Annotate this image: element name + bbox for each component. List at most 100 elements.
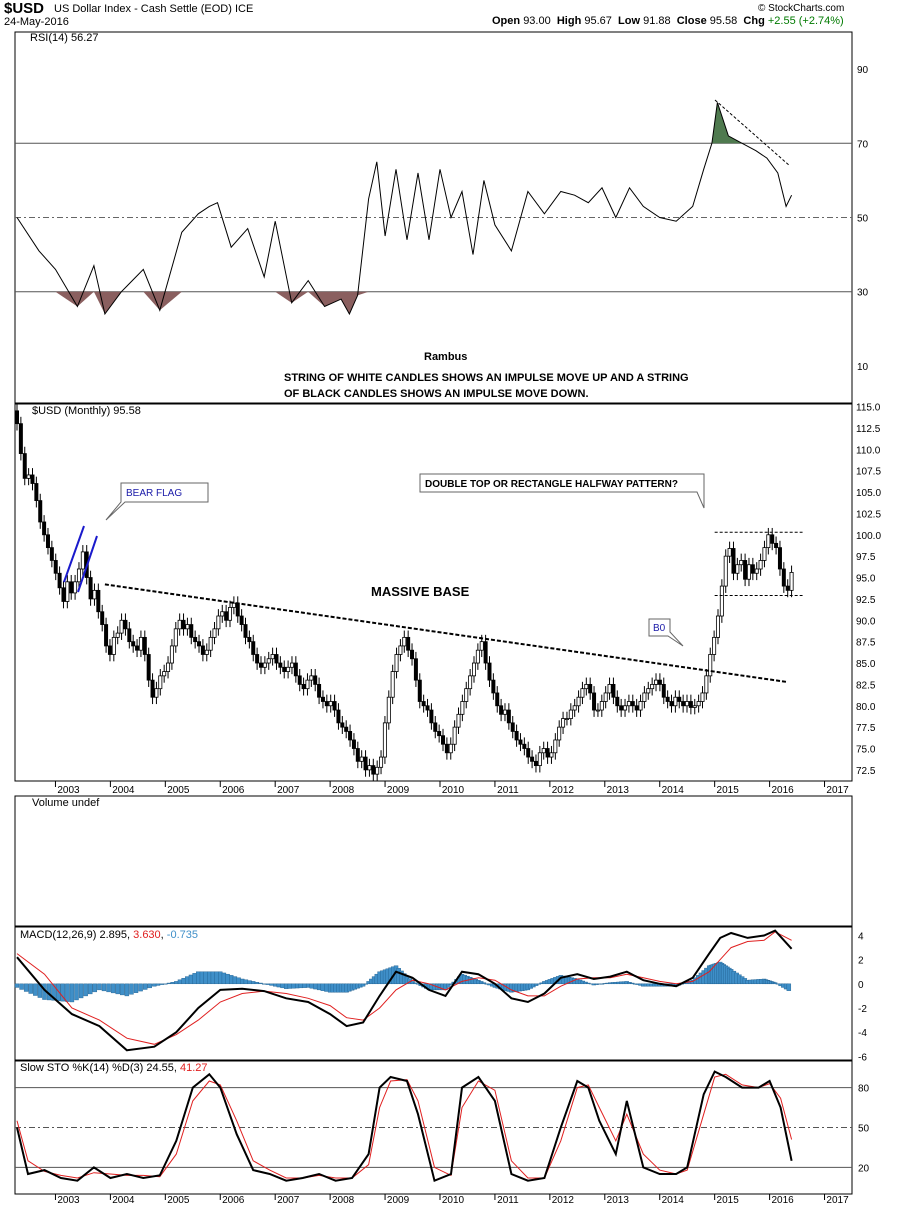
macd-tick-label: -4 <box>858 1028 867 1039</box>
macd-hist-bar <box>225 973 230 985</box>
rsi-annotation-author: Rambus <box>424 351 467 363</box>
macd-tick-label: 0 <box>858 980 864 991</box>
macd-hist-bar <box>280 983 285 989</box>
candle-body <box>727 548 732 557</box>
rsi-tick-label: 70 <box>857 139 869 150</box>
rsi-line <box>16 102 793 316</box>
rsi-tick-label: 50 <box>857 214 869 225</box>
rsi-annotation-line2: OF BLACK CANDLES SHOWS AN IMPULSE MOVE D… <box>284 388 589 400</box>
candle-body <box>53 560 58 574</box>
candle-body <box>193 636 198 643</box>
macd-hist-bar <box>276 983 282 988</box>
macd-hist-bar <box>481 982 487 985</box>
candle-body <box>38 500 43 523</box>
candle-body <box>216 615 221 630</box>
macd-hist-bar <box>166 982 172 985</box>
candle-body <box>18 423 23 454</box>
candle-body <box>348 731 353 741</box>
open-label: Open <box>492 15 521 27</box>
candle-body <box>386 696 391 724</box>
macd-signal-line <box>16 931 792 1045</box>
symbol[interactable]: $USD <box>4 0 45 17</box>
macd-hist-bar <box>287 983 293 989</box>
candle-body <box>363 756 368 771</box>
high-value: 95.67 <box>584 15 612 27</box>
candle-body <box>73 581 78 594</box>
macd-hist-bar <box>33 983 38 996</box>
volume-title: Volume undef <box>32 797 100 809</box>
price-tick-label: 95.0 <box>856 574 876 585</box>
candle-body <box>22 453 27 479</box>
candle-body <box>398 645 403 655</box>
candle-body <box>619 705 624 711</box>
candle-body <box>247 636 252 643</box>
candle-body <box>731 548 736 574</box>
macd-tick-label: -2 <box>858 1004 867 1015</box>
candle-body <box>491 679 496 694</box>
candle-body <box>301 683 306 690</box>
price-tick-label: 72.5 <box>856 766 876 777</box>
macd-hist-bar <box>147 983 152 989</box>
stochastic-d-line <box>16 1073 793 1179</box>
candle-body <box>456 713 461 728</box>
stochastic-title-text: Slow STO %K(14) %D(3) <box>20 1062 143 1074</box>
brand-logo[interactable]: © StockCharts.com <box>758 3 845 14</box>
candle-body <box>576 696 581 707</box>
candle-body <box>514 731 519 741</box>
candle-body <box>119 619 124 634</box>
macd-hist-bar <box>262 983 267 985</box>
price-title: $USD (Monthly) 95.58 <box>32 405 141 417</box>
candle-body <box>30 474 35 484</box>
candle-body <box>502 709 507 715</box>
candle-body <box>774 542 779 549</box>
candle-body <box>479 641 484 651</box>
candle-body <box>444 743 449 754</box>
macd-hist-bar <box>630 982 635 985</box>
candle-body <box>371 765 376 775</box>
candle-body <box>320 696 325 702</box>
macd-hist-bar <box>185 976 190 985</box>
candle-body <box>623 705 628 711</box>
candle-body <box>243 624 248 638</box>
stochastic-tick-label: 50 <box>858 1124 870 1135</box>
candle-body <box>45 534 50 549</box>
macd-hist-bar <box>196 971 201 985</box>
price-tick-label: 77.5 <box>856 723 876 734</box>
candle-body <box>568 709 573 719</box>
candle-body <box>599 701 604 711</box>
macd-hist-bar <box>236 977 241 985</box>
double-top-box <box>419 473 705 509</box>
candle-body <box>379 756 384 768</box>
bear-flag-callout: BEAR FLAG <box>63 482 209 593</box>
candle-body <box>305 679 310 690</box>
stochastic-panel: Slow STO %K(14) %D(3) 24.55, 41.27 20 50 8… <box>14 1060 870 1206</box>
candle-body <box>642 692 647 702</box>
candle-body <box>262 662 267 668</box>
macd-sep-2: , <box>161 929 167 941</box>
macd-hist-bar <box>294 983 300 989</box>
candle-body <box>777 547 782 570</box>
macd-hist-bar <box>60 983 65 1002</box>
macd-hist-bar <box>142 983 148 990</box>
price-x-tick-label: 2011 <box>497 785 519 796</box>
macd-hist-bar <box>101 983 107 992</box>
candle-body <box>715 615 720 638</box>
macd-hist-bar <box>88 983 93 995</box>
macd-hist-bar <box>199 971 205 985</box>
rsi-overbought-fill <box>17 102 792 144</box>
price-x-tick-label: 2014 <box>662 785 685 796</box>
chg-label: Chg <box>743 15 765 27</box>
macd-hist-bar <box>316 983 322 991</box>
candle-body <box>533 760 538 767</box>
candle-body <box>115 632 120 638</box>
candle-body <box>197 641 202 647</box>
candle-body <box>309 675 314 681</box>
candle-body <box>313 675 318 685</box>
bear-flag-label: BEAR FLAG <box>126 488 182 499</box>
price-x-tick-label: 2008 <box>332 785 355 796</box>
price-x-tick-label: 2012 <box>552 785 575 796</box>
candle-body <box>251 641 256 655</box>
macd-tick-label: 2 <box>858 956 864 967</box>
macd-hist-bar <box>305 983 311 988</box>
candle-body <box>487 662 492 681</box>
